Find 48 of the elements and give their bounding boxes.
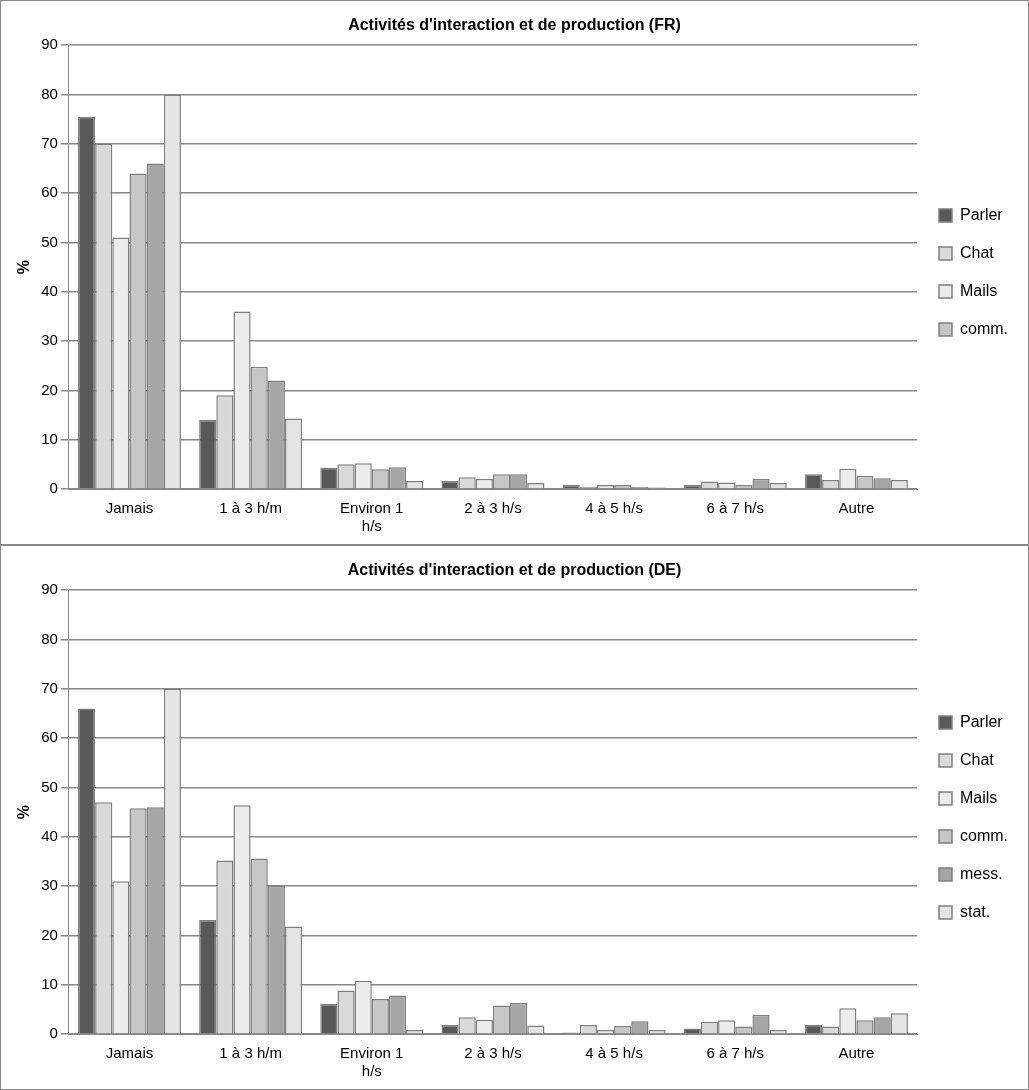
legend-label: comm. <box>960 319 1008 337</box>
x-tick-label: 4 à 5 h/s <box>585 499 643 517</box>
x-tick-label: Environ 1 h/s <box>340 499 404 535</box>
y-tick-label: 60 <box>41 183 58 201</box>
y-tick-label: 80 <box>41 629 58 647</box>
x-tick-label: 2 à 3 h/s <box>464 1044 522 1062</box>
y-tick-label: 60 <box>41 728 58 746</box>
x-tick-label: 6 à 7 h/s <box>706 499 765 517</box>
x-tick-label: 6 à 7 h/s <box>706 1044 765 1062</box>
y-axis-title: % <box>15 259 33 275</box>
chart-title: Activités d'interaction et de production (FR) <box>348 16 681 34</box>
legend-label: stat. <box>960 902 991 920</box>
x-tick-label: Autre <box>838 499 875 517</box>
x-tick-label: 2 à 3 h/s <box>464 499 522 517</box>
y-tick-label: 90 <box>41 580 58 598</box>
y-tick-label: 50 <box>41 777 58 795</box>
x-tick-label: 1 à 3 h/m <box>219 499 282 517</box>
legend-label: Chat <box>960 750 995 768</box>
y-axis-title: % <box>15 804 33 820</box>
legend-label: Mails <box>960 788 998 806</box>
y-tick-label: 10 <box>41 974 58 992</box>
legend-label: Parler <box>960 712 1004 730</box>
legend-label: Parler <box>960 205 1004 223</box>
x-tick-label: Jamais <box>105 499 154 517</box>
y-tick-label: 70 <box>41 133 58 151</box>
y-tick-label: 80 <box>41 84 58 102</box>
y-tick-label: 30 <box>41 876 58 894</box>
y-tick-label: 50 <box>41 232 58 250</box>
x-tick-label: Environ 1 h/s <box>340 1044 404 1080</box>
legend-label: comm. <box>960 826 1008 844</box>
y-tick-label: 20 <box>41 380 58 398</box>
y-tick-label: 20 <box>41 925 58 943</box>
y-tick-label: 0 <box>49 1024 58 1042</box>
y-tick-label: 10 <box>41 429 58 447</box>
y-tick-label: 30 <box>41 331 58 349</box>
legend-label: Chat <box>960 243 995 261</box>
y-tick-label: 0 <box>49 479 58 497</box>
y-tick-label: 70 <box>41 678 58 696</box>
y-tick-label: 40 <box>41 826 58 844</box>
x-tick-label: 1 à 3 h/m <box>219 1044 282 1062</box>
y-tick-label: 90 <box>41 35 58 53</box>
x-tick-label: Autre <box>838 1044 875 1062</box>
legend-label: mess. <box>960 864 1003 882</box>
legend-label: Mails <box>960 281 998 299</box>
chart-title: Activités d'interaction et de production (DE) <box>347 561 682 579</box>
x-tick-label: Jamais <box>105 1044 154 1062</box>
x-tick-label: 4 à 5 h/s <box>585 1044 643 1062</box>
y-tick-label: 40 <box>41 281 58 299</box>
